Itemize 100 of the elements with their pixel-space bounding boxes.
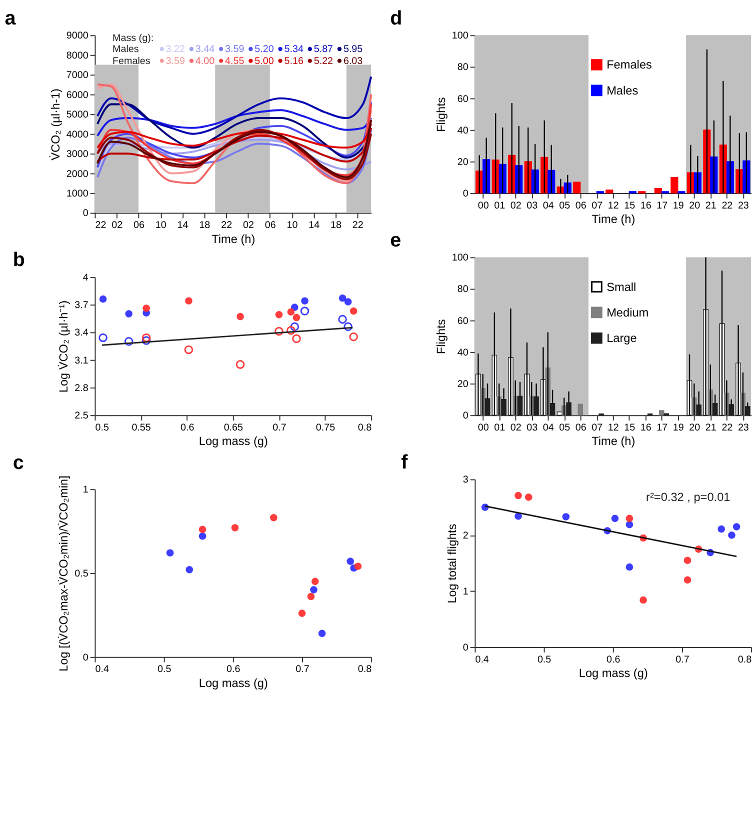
y-tick-label: 3.7	[74, 300, 88, 312]
chart-title: d	[390, 7, 402, 30]
legend-label: 4.00	[195, 56, 216, 67]
x-tick-label: 02	[112, 220, 123, 232]
x-tick-label: 21	[705, 422, 716, 434]
x-axis-title: Log mass (g)	[578, 666, 648, 680]
x-tick-label: 06	[575, 422, 587, 434]
y-tick-label: 3000	[66, 149, 89, 160]
x-tick-label: 0.7	[296, 664, 310, 676]
y-tick-label: 20	[457, 378, 469, 390]
y-axis-title: Log [(V̇CO₂max-V̇CO₂min)/V̇CO₂min]	[56, 476, 71, 672]
x-tick-label: 0.6	[226, 664, 241, 676]
y-axis-title: Flights	[434, 319, 448, 354]
x-tick-label: 23	[738, 200, 750, 212]
y-tick-label: 5000	[66, 110, 89, 121]
x-tick-label: 19	[672, 200, 684, 212]
x-tick-label: 03	[526, 422, 538, 434]
x-tick-label: 0.7	[676, 654, 690, 666]
x-axis-title: Log mass (g)	[198, 676, 268, 690]
x-tick-label: 05	[559, 200, 571, 212]
x-tick-label: 07	[592, 200, 603, 212]
x-tick-label: 03	[526, 200, 538, 212]
legend-label: 5.16	[284, 56, 304, 67]
x-tick-label: 0.65	[224, 422, 244, 434]
y-axis-title: Log V̇CO₂ (µl·h⁻¹)	[56, 300, 71, 393]
x-tick-label: 15	[624, 200, 636, 212]
x-tick-label: 16	[640, 422, 652, 434]
x-axis-title: Time (h)	[592, 434, 636, 448]
y-tick-label: 40	[457, 347, 469, 358]
y-axis-title: Log total flights	[444, 524, 459, 604]
x-tick-label: 01	[494, 422, 506, 434]
x-tick-label: 16	[640, 200, 652, 212]
x-tick-label: 14	[308, 220, 320, 232]
annotation: Females	[112, 56, 150, 67]
y-tick-label: 60	[457, 316, 469, 327]
legend-label: Large	[606, 331, 638, 346]
y-tick-label: 0	[462, 188, 469, 200]
legend-label: Females	[606, 58, 652, 72]
x-tick-label: 0.5	[95, 422, 110, 434]
x-tick-label: 22	[352, 220, 364, 232]
x-tick-label: 02	[242, 220, 254, 232]
x-tick-label: 0.75	[316, 422, 336, 434]
x-tick-label: 12	[608, 422, 619, 434]
x-tick-label: 0.8	[738, 654, 752, 666]
x-tick-label: 12	[608, 200, 619, 212]
legend-label: 6.03	[343, 56, 364, 67]
x-tick-label: 0.8	[358, 422, 372, 434]
annotation: r²=0.32 , p=0.01	[646, 490, 730, 504]
y-tick-label: 0.5	[74, 568, 89, 580]
y-tick-label: 1	[82, 484, 88, 496]
y-tick-label: 80	[457, 284, 469, 296]
y-tick-label: 2.8	[74, 382, 89, 394]
x-tick-label: 0.5	[537, 654, 552, 666]
x-tick-label: 05	[559, 422, 571, 434]
legend-label: 5.22	[314, 56, 334, 67]
x-tick-label: 22	[221, 220, 232, 232]
legend-label: Small	[606, 280, 636, 294]
x-tick-label: 04	[542, 422, 554, 434]
y-tick-label: 2000	[66, 168, 89, 180]
legend-label: 5.95	[343, 44, 364, 55]
x-tick-label: 01	[494, 200, 506, 212]
y-tick-label: 3.4	[74, 328, 89, 339]
y-tick-label: 6000	[66, 90, 89, 101]
x-tick-label: 04	[542, 200, 554, 212]
legend-title: Mass (g):	[112, 33, 154, 44]
x-tick-label: 19	[672, 422, 684, 434]
x-tick-label: 18	[199, 220, 211, 232]
x-tick-label: 23	[738, 422, 750, 434]
y-tick-label: 100	[452, 252, 469, 264]
legend-label: 5.34	[284, 44, 304, 55]
y-tick-label: 0	[462, 410, 469, 422]
x-tick-label: 06	[134, 220, 146, 232]
y-tick-label: 80	[457, 62, 469, 74]
y-tick-label: 7000	[66, 70, 89, 82]
chart-title: b	[12, 249, 25, 272]
x-tick-label: 17	[656, 200, 668, 212]
y-tick-label: 8000	[66, 50, 89, 62]
y-tick-label: 4000	[66, 129, 89, 140]
y-tick-label: 1000	[66, 188, 89, 200]
y-tick-label: 3.1	[74, 355, 88, 366]
x-tick-label: 06	[575, 200, 587, 212]
x-tick-label: 00	[478, 200, 490, 212]
y-tick-label: 4	[82, 272, 89, 284]
y-tick-label: 60	[457, 94, 469, 105]
y-tick-label: 0	[82, 652, 89, 664]
x-tick-label: 14	[177, 220, 189, 232]
x-tick-label: 18	[330, 220, 342, 232]
x-tick-label: 20	[689, 422, 701, 434]
x-tick-label: 02	[510, 200, 522, 212]
x-tick-label: 0.6	[606, 654, 621, 666]
x-tick-label: 21	[705, 200, 716, 212]
x-tick-label: 07	[592, 422, 603, 434]
legend-label: 3.59	[166, 56, 186, 67]
x-tick-label: 10	[155, 220, 167, 232]
x-axis-title: Log mass (g)	[198, 434, 268, 448]
legend-label: 3.59	[225, 44, 245, 55]
x-tick-label: 15	[624, 422, 636, 434]
y-tick-label: 0	[462, 642, 469, 654]
y-axis-title: Flights	[434, 97, 448, 132]
chart-title: a	[4, 7, 17, 30]
